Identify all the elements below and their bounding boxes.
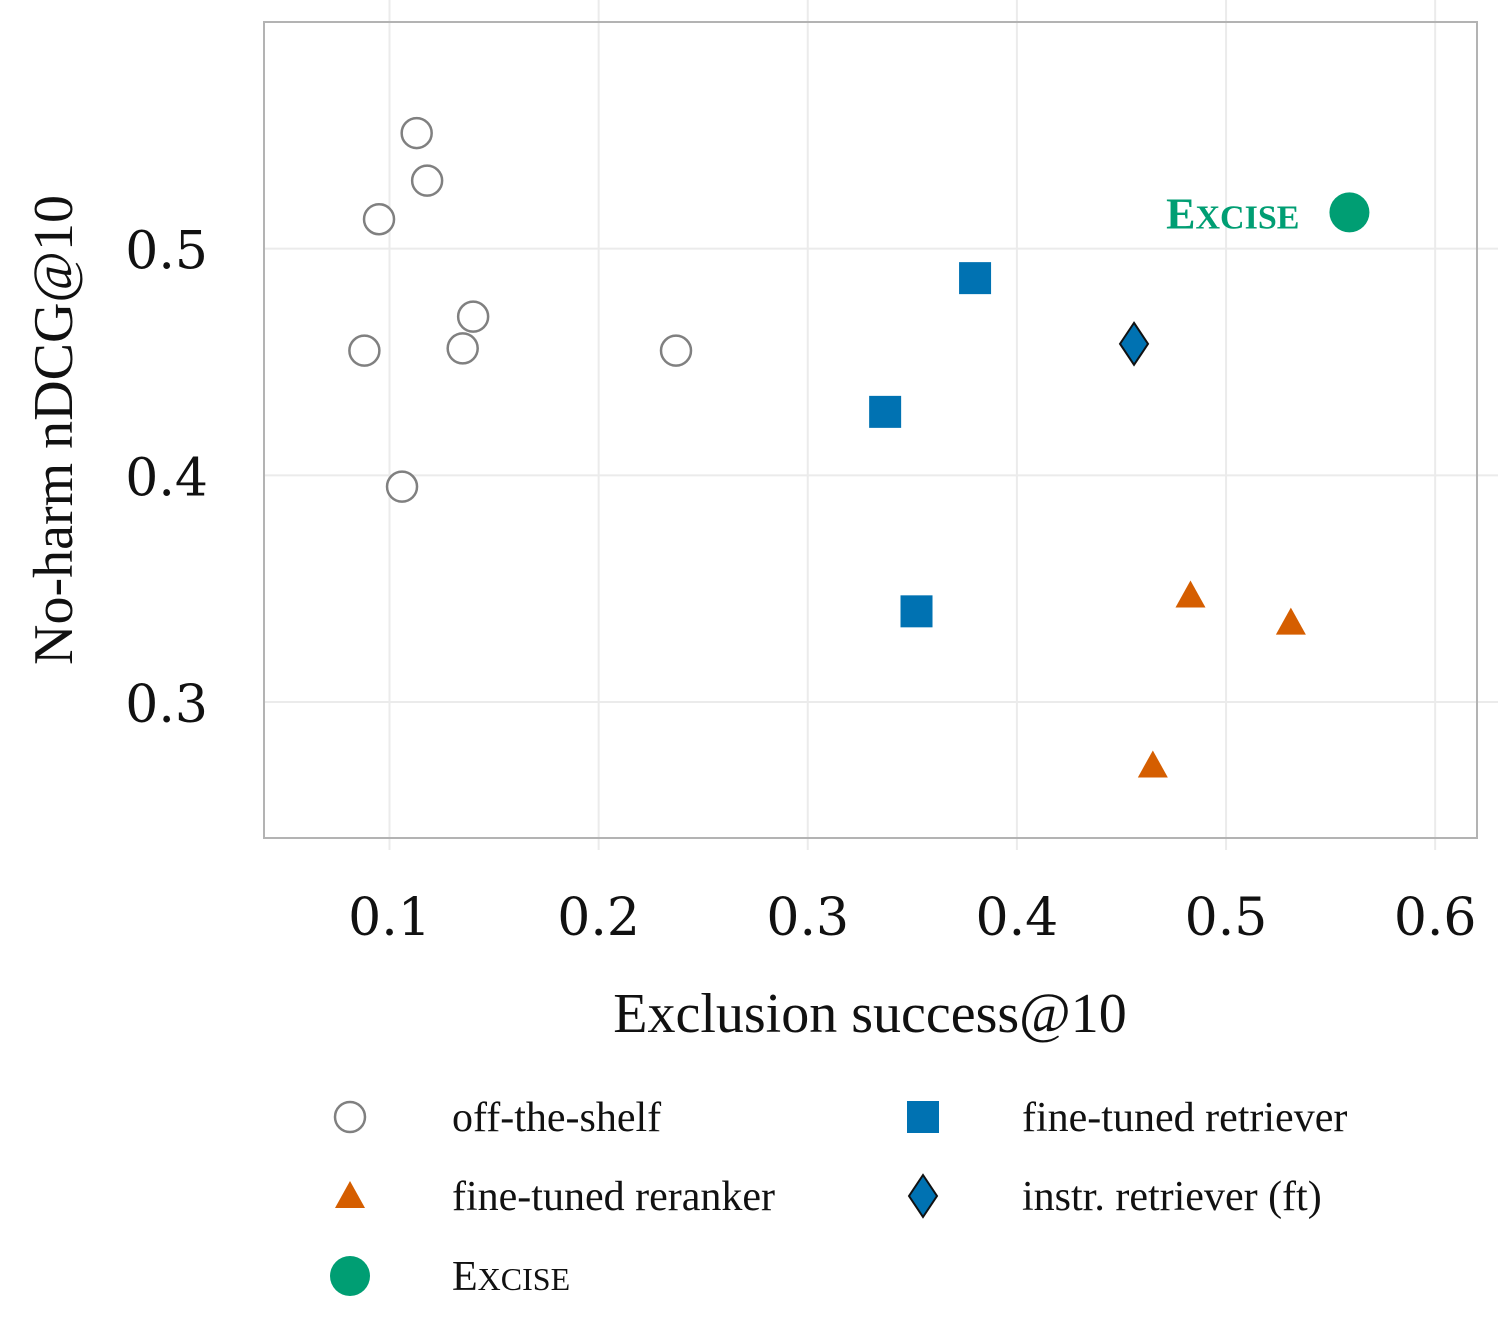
data-point <box>410 164 444 197</box>
data-point <box>1175 580 1206 608</box>
legend: off-the-shelf fine-tuned retriever fine-tu… <box>330 1095 1347 1300</box>
data-point <box>1137 750 1168 778</box>
data-point <box>1329 192 1370 233</box>
y-axis-title: No-harm nDCG@10 <box>23 195 85 665</box>
y-tick-label: 0.4 <box>125 448 208 508</box>
x-tick-label: 0.6 <box>1394 888 1477 948</box>
x-axis-ticks: 0.1 0.2 0.3 0.4 0.5 0.6 <box>348 888 1476 948</box>
y-tick-label: 0.5 <box>125 222 208 282</box>
data-points <box>348 116 1370 778</box>
data-point <box>959 262 992 295</box>
y-tick-label: 0.3 <box>125 675 208 735</box>
x-tick-label: 0.4 <box>976 888 1059 948</box>
data-point <box>446 332 479 365</box>
legend-marker <box>335 1181 365 1208</box>
data-point <box>348 334 381 367</box>
legend-item: EXCISE <box>330 1254 570 1300</box>
legend-marker <box>330 1256 370 1296</box>
data-point <box>456 300 490 333</box>
grid-lines <box>264 0 1498 850</box>
y-axis-ticks: 0.3 0.4 0.5 <box>125 222 208 735</box>
annotation-label: EXCISE <box>1166 189 1299 238</box>
legend-label: off-the-shelf <box>452 1095 661 1141</box>
x-tick-label: 0.3 <box>766 888 849 948</box>
legend-item: off-the-shelf <box>333 1095 661 1141</box>
legend-label: fine-tuned reranker <box>452 1174 775 1220</box>
legend-marker <box>907 1101 939 1133</box>
data-point <box>869 395 902 428</box>
legend-label: EXCISE <box>452 1254 570 1300</box>
data-point <box>1118 321 1150 367</box>
legend-item: instr. retriever (ft) <box>907 1173 1322 1220</box>
data-point <box>362 202 396 236</box>
annotations: EXCISE <box>1166 189 1299 238</box>
data-point <box>659 334 693 367</box>
legend-label: fine-tuned retriever <box>1022 1095 1347 1141</box>
legend-item: fine-tuned retriever <box>907 1095 1347 1141</box>
legend-marker <box>907 1173 939 1219</box>
legend-item: fine-tuned reranker <box>335 1174 775 1220</box>
x-axis-title: Exclusion success@10 <box>613 983 1127 1045</box>
x-tick-label: 0.1 <box>348 888 431 948</box>
data-point <box>1275 607 1306 635</box>
x-tick-label: 0.5 <box>1185 888 1268 948</box>
x-tick-label: 0.2 <box>557 888 640 948</box>
legend-label: instr. retriever (ft) <box>1022 1174 1322 1220</box>
data-point <box>900 595 933 628</box>
data-point <box>385 470 419 503</box>
legend-marker <box>333 1100 367 1134</box>
plot-frame <box>263 21 1478 839</box>
data-point <box>400 116 433 150</box>
